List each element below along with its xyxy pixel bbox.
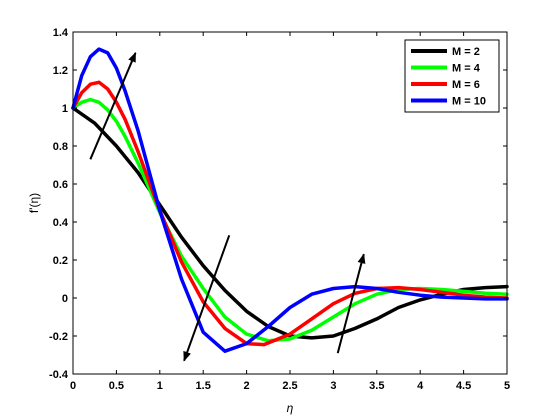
y-tick-label: -0.2 — [49, 331, 68, 343]
x-tick-label: 0.5 — [109, 380, 124, 392]
legend-label-1: M = 2 — [452, 46, 480, 58]
x-tick-label: 2.5 — [282, 380, 297, 392]
trend-arrow-2 — [183, 234, 231, 362]
y-tick-label: 0.2 — [53, 255, 68, 267]
y-tick-label: 0.6 — [53, 179, 68, 191]
x-axis-label: η — [287, 401, 294, 415]
y-tick-label: 1.2 — [53, 65, 68, 77]
trend-arrow-3 — [336, 253, 366, 354]
x-tick-label: 0 — [70, 380, 76, 392]
y-tick-label: 0 — [62, 293, 68, 305]
legend-label-2: M = 4 — [452, 63, 481, 75]
x-tick-label: 5 — [504, 380, 510, 392]
legend: M = 2 M = 4 M = 6 M = 10 — [404, 39, 500, 113]
x-tick-label: 1 — [157, 380, 163, 392]
y-tick-label: 0.8 — [53, 141, 68, 153]
series-line-4 — [71, 47, 509, 353]
legend-label-4: M = 10 — [452, 96, 486, 108]
x-tick-label: 4.5 — [456, 380, 471, 392]
y-tick-label: -0.4 — [49, 369, 69, 381]
x-tick-label: 2 — [244, 380, 250, 392]
x-tick-label: 4 — [417, 380, 424, 392]
x-tick-label: 3 — [330, 380, 336, 392]
legend-label-3: M = 6 — [452, 79, 480, 91]
trend-arrow-1 — [89, 51, 137, 160]
y-axis-label: f'(η) — [27, 193, 41, 213]
x-tick-label: 3.5 — [369, 380, 384, 392]
y-tick-label: 1 — [62, 103, 68, 115]
y-tick-label: 0.4 — [53, 217, 69, 229]
y-tick-label: 1.4 — [53, 27, 69, 39]
x-tick-label: 1.5 — [196, 380, 211, 392]
